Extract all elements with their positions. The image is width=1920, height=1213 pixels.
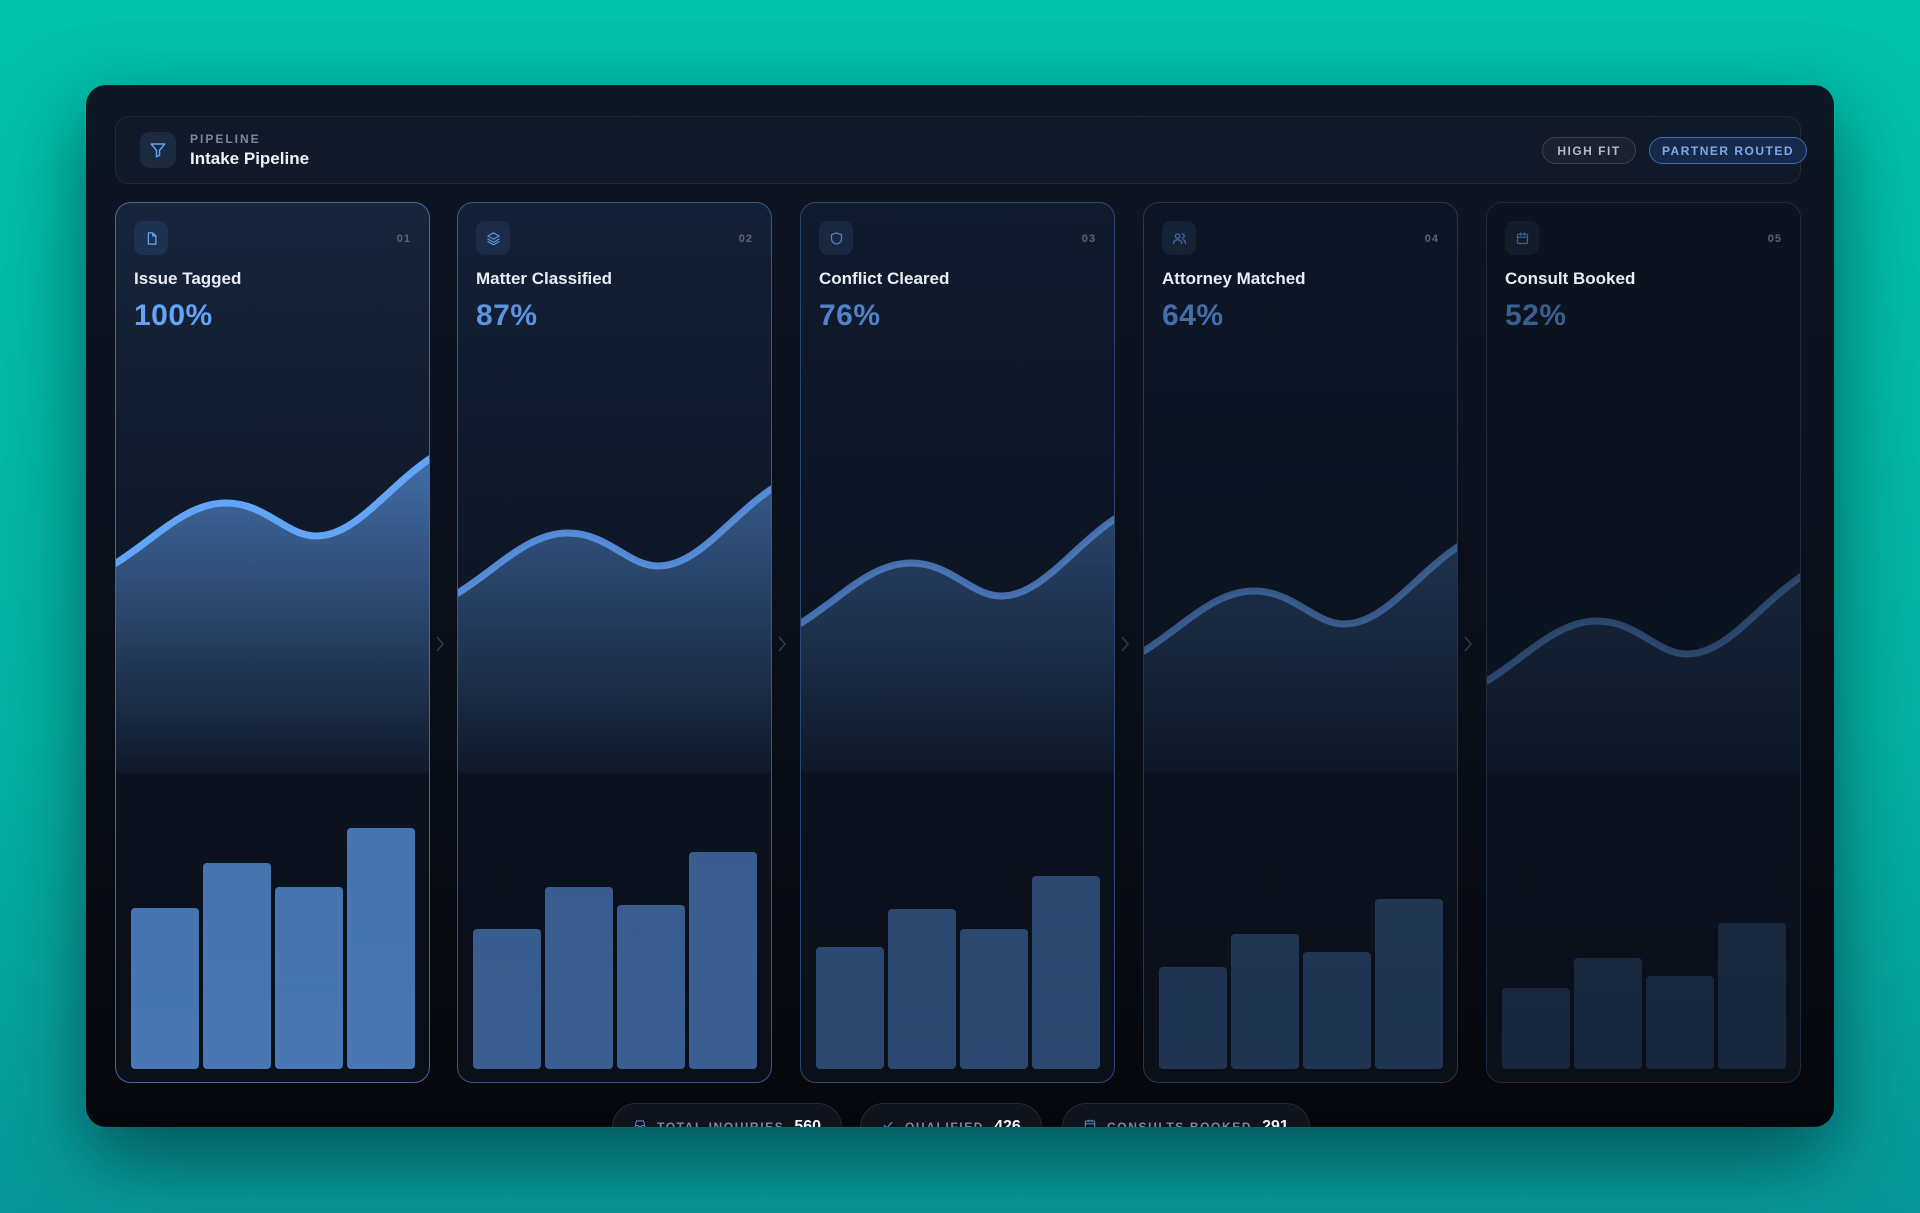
mini-bar bbox=[1502, 988, 1570, 1069]
stage-percent: 100% bbox=[134, 299, 213, 332]
wave-line bbox=[116, 455, 429, 567]
mini-bar bbox=[816, 947, 884, 1069]
wave-area bbox=[116, 459, 429, 773]
wave-area bbox=[1144, 547, 1457, 773]
stat-value: 426 bbox=[994, 1118, 1021, 1127]
mini-bar bbox=[275, 887, 343, 1069]
stage-card[interactable]: 01 Issue Tagged 100% bbox=[115, 202, 430, 1083]
chevron-right-icon bbox=[433, 634, 447, 654]
wave-line bbox=[1487, 573, 1800, 685]
mini-bar bbox=[1032, 876, 1100, 1069]
chevron-right-icon bbox=[1461, 634, 1475, 654]
inbox-icon bbox=[633, 1118, 647, 1127]
stage-name: Issue Tagged bbox=[134, 269, 242, 288]
wave-area bbox=[1487, 577, 1800, 773]
mini-bar bbox=[131, 908, 199, 1069]
stage-chart bbox=[116, 455, 429, 1069]
mini-bar bbox=[1375, 899, 1443, 1069]
stage-name: Conflict Cleared bbox=[819, 269, 950, 288]
mini-bar bbox=[960, 929, 1028, 1069]
stat-total-inquiries: TOTAL INQUIRIES 560 bbox=[612, 1103, 843, 1127]
mini-bar bbox=[473, 929, 541, 1069]
stage-percent: 76% bbox=[819, 299, 881, 332]
wave-area bbox=[458, 489, 771, 773]
stage-step: 02 bbox=[738, 233, 753, 245]
stat-label: QUALIFIED bbox=[905, 1120, 985, 1127]
stage-percent: 87% bbox=[476, 299, 538, 332]
mini-bar bbox=[1303, 952, 1371, 1069]
chevron-right-icon bbox=[775, 634, 789, 654]
page-title: Intake Pipeline bbox=[190, 149, 310, 168]
mini-bar bbox=[617, 905, 685, 1069]
stage-step: 05 bbox=[1767, 233, 1782, 245]
wave-line bbox=[1144, 543, 1457, 655]
stage-card[interactable]: 03 Conflict Cleared 76% bbox=[800, 202, 1115, 1083]
header-eyebrow: PIPELINE bbox=[190, 132, 261, 146]
stats-bar: TOTAL INQUIRIES 560 QUALIFIED 426 CONSUL… bbox=[86, 1103, 1834, 1127]
stage-card[interactable]: 04 Attorney Matched 64% bbox=[1143, 202, 1458, 1083]
mini-bar bbox=[1574, 958, 1642, 1069]
stage-percent: 52% bbox=[1505, 299, 1567, 332]
stage-name: Attorney Matched bbox=[1162, 269, 1306, 288]
stage-card[interactable]: 05 Consult Booked 52% bbox=[1486, 202, 1801, 1083]
mini-bar bbox=[347, 828, 415, 1069]
stage-step: 01 bbox=[396, 233, 411, 245]
shield-icon bbox=[819, 221, 853, 255]
funnel-icon bbox=[140, 132, 176, 168]
stage-chart bbox=[801, 515, 1114, 1069]
stat-value: 560 bbox=[794, 1118, 822, 1127]
stage-name: Matter Classified bbox=[476, 269, 613, 288]
stat-consults-booked: CONSULTS BOOKED 291 bbox=[1062, 1103, 1310, 1127]
wave-line bbox=[801, 515, 1114, 627]
mini-bar bbox=[1159, 967, 1227, 1069]
stat-label: CONSULTS BOOKED bbox=[1107, 1120, 1253, 1127]
stage-name: Consult Booked bbox=[1505, 269, 1636, 288]
pipeline-header: PIPELINE Intake Pipeline HIGH FIT PARTNE… bbox=[115, 116, 1807, 184]
mini-bar bbox=[203, 863, 271, 1069]
wave-area bbox=[801, 519, 1114, 773]
stage-chart bbox=[1144, 543, 1457, 1069]
mini-bar bbox=[1646, 976, 1714, 1069]
calendar-icon bbox=[1505, 221, 1539, 255]
layers-icon bbox=[476, 221, 510, 255]
mini-bar bbox=[689, 852, 757, 1069]
check-icon bbox=[881, 1118, 895, 1127]
wave-line bbox=[458, 485, 771, 597]
stage-chart bbox=[1487, 573, 1800, 1069]
badge-high-fit[interactable]: HIGH FIT bbox=[1542, 137, 1636, 164]
stat-label: TOTAL INQUIRIES bbox=[657, 1120, 785, 1127]
stage-chart bbox=[458, 485, 771, 1069]
stage-step: 04 bbox=[1424, 233, 1439, 245]
app-panel: PIPELINE Intake Pipeline HIGH FIT PARTNE… bbox=[86, 85, 1834, 1127]
stage-percent: 64% bbox=[1162, 299, 1224, 332]
stat-value: 291 bbox=[1262, 1118, 1289, 1127]
users-icon bbox=[1162, 221, 1196, 255]
mini-bar bbox=[888, 909, 956, 1069]
file-icon bbox=[134, 221, 168, 255]
calendar-icon bbox=[1083, 1118, 1097, 1127]
badge-partner-routed[interactable]: PARTNER ROUTED bbox=[1649, 137, 1807, 164]
mini-bar bbox=[1231, 934, 1299, 1069]
chevron-right-icon bbox=[1118, 634, 1132, 654]
mini-bar bbox=[545, 887, 613, 1069]
mini-bar bbox=[1718, 923, 1786, 1069]
stage-card[interactable]: 02 Matter Classified 87% bbox=[457, 202, 772, 1083]
stage-step: 03 bbox=[1081, 233, 1096, 245]
stat-qualified: QUALIFIED 426 bbox=[860, 1103, 1042, 1127]
